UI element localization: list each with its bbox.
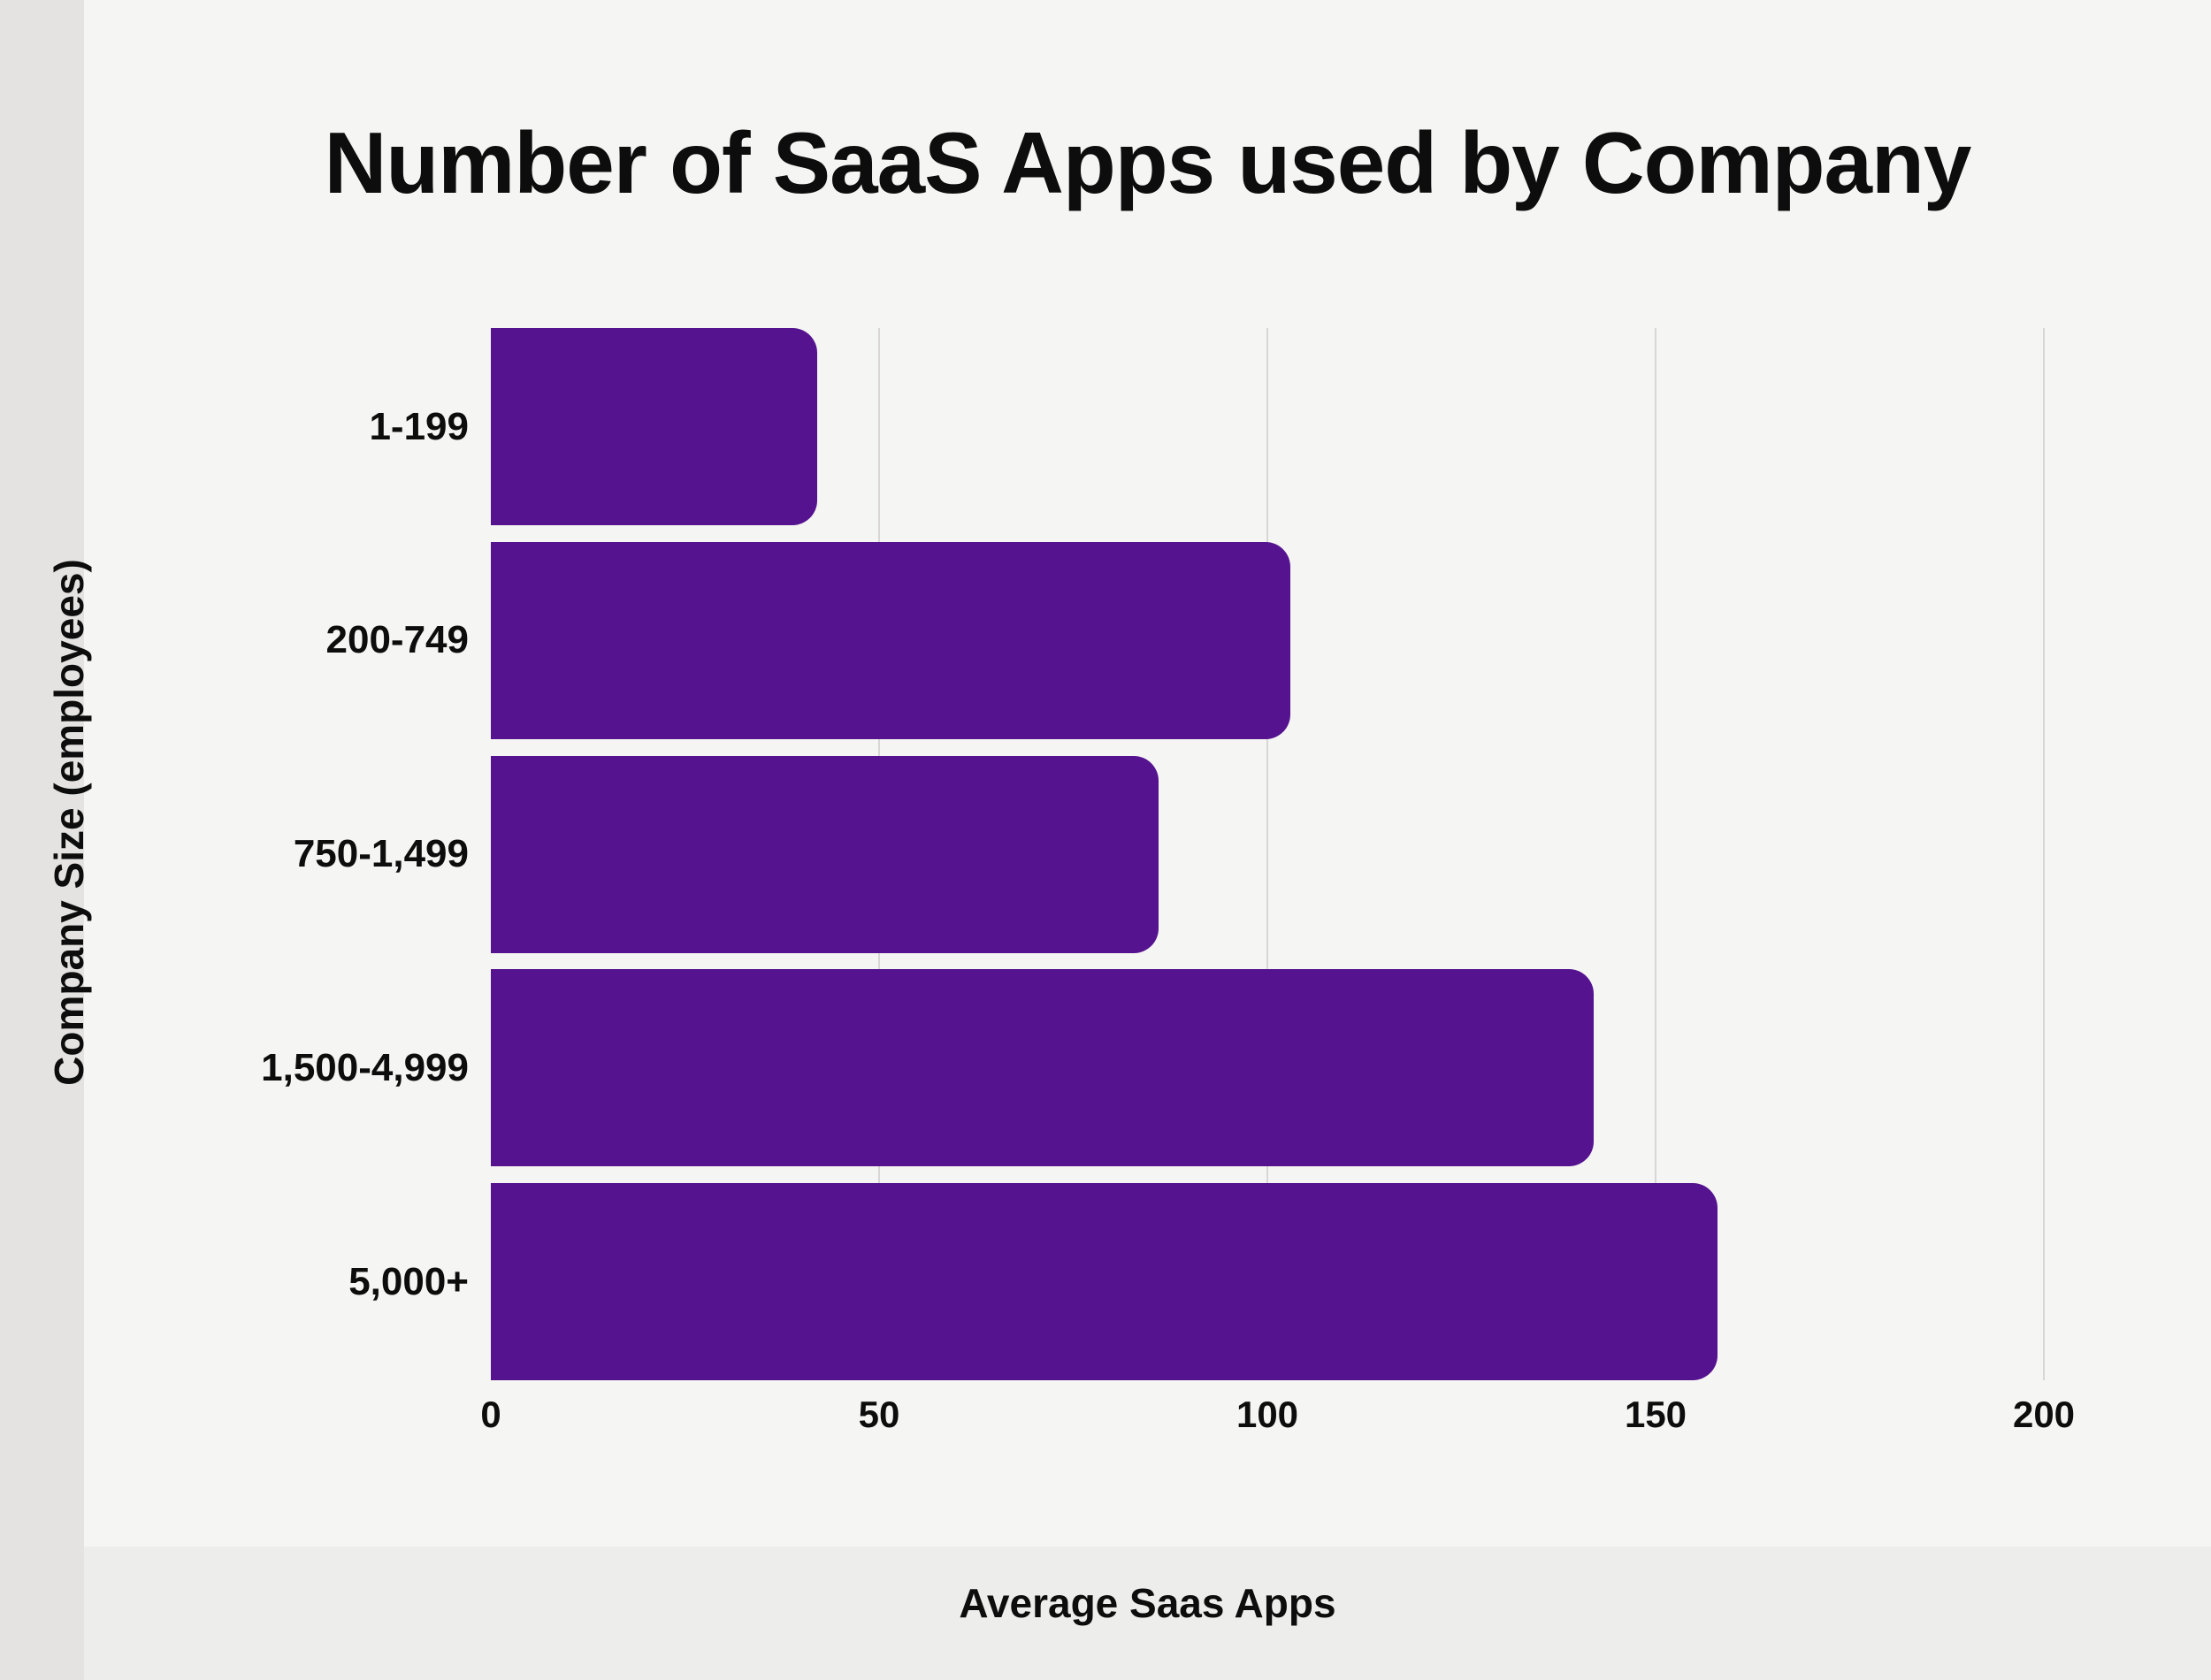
x-tick-label-50: 50 bbox=[858, 1394, 900, 1435]
bar-1-199 bbox=[491, 328, 817, 525]
left-margin-strip bbox=[0, 0, 84, 1680]
x-axis-title: Average Saas Apps bbox=[959, 1580, 1336, 1626]
chart-title: Number of SaaS Apps used by Company bbox=[324, 114, 1972, 211]
y-category-label-5,000+: 5,000+ bbox=[348, 1259, 469, 1303]
y-category-label-200-749: 200-749 bbox=[325, 618, 469, 662]
gridline-x-150 bbox=[1655, 328, 1656, 1380]
gridline-x-100 bbox=[1266, 328, 1268, 1380]
bar-200-749 bbox=[491, 541, 1290, 739]
x-tick-label-200: 200 bbox=[2012, 1394, 2076, 1435]
bar-5,000+ bbox=[491, 1183, 1718, 1380]
y-category-label-1-199: 1-199 bbox=[369, 404, 469, 448]
y-category-label-1,500-4,999: 1,500-4,999 bbox=[261, 1045, 469, 1089]
bottom-margin-strip bbox=[84, 1546, 2211, 1680]
x-tick-label-150: 150 bbox=[1624, 1394, 1687, 1435]
x-tick-label-0: 0 bbox=[480, 1394, 501, 1435]
bar-1,500-4,999 bbox=[491, 969, 1594, 1167]
gridline-x-200 bbox=[2043, 328, 2045, 1380]
y-category-label-750-1,499: 750-1,499 bbox=[293, 832, 469, 875]
bar-750-1,499 bbox=[491, 755, 1159, 953]
x-tick-label-100: 100 bbox=[1236, 1394, 1299, 1435]
